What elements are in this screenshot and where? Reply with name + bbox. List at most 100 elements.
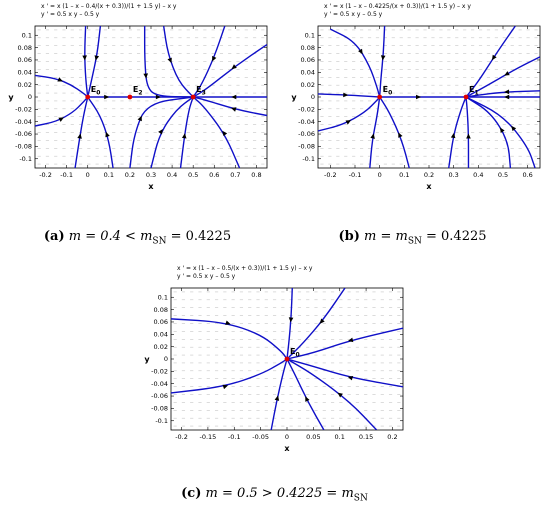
caption-a-label: (a) (43, 229, 65, 244)
flow-arrowhead (167, 57, 172, 64)
y-tick-label: 0.08 (301, 44, 315, 52)
equilibrium-label: E2 (133, 85, 143, 97)
trajectories (171, 288, 403, 430)
flow-arrowhead (158, 128, 163, 135)
y-tick-label: -0.04 (298, 118, 315, 126)
trajectory-line (318, 93, 380, 98)
caption-b: (b) m = mSN = 0.4225 (275, 229, 550, 247)
caption-b-sub: SN (407, 236, 422, 247)
y-tick-label: 0.08 (18, 44, 32, 52)
flow-arrowhead (181, 133, 187, 139)
x-tick-label: -0.05 (252, 433, 269, 441)
flow-arrowhead (415, 94, 422, 100)
y-tick-label: 0.02 (301, 81, 315, 89)
trajectory-line (270, 358, 288, 430)
caption-c-text: m = 0.5 > 0.4225 = m (205, 486, 354, 501)
flow-arrowhead (274, 395, 280, 401)
y-tick-label: -0.04 (15, 118, 32, 126)
y-axis-label: y (144, 355, 150, 364)
flow-arrowhead (305, 396, 310, 402)
flow-arrowhead (288, 317, 294, 323)
y-tick-label: 0 (311, 93, 315, 101)
x-tick-label: 0.1 (335, 433, 345, 441)
equilibrium-point (127, 94, 133, 100)
flow-arrowhead (212, 55, 217, 62)
x-tick-label: 0.4 (167, 171, 177, 179)
y-tick-label: 0.08 (154, 306, 168, 314)
flow-arrowhead (380, 55, 386, 61)
y-tick-label: 0.02 (18, 81, 32, 89)
y-tick-label: -0.06 (151, 392, 168, 400)
y-tick-label: 0.04 (18, 69, 32, 77)
trajectory-line (171, 318, 288, 360)
x-tick-label: 0 (86, 171, 90, 179)
trajectory-line (465, 96, 470, 168)
trajectory-line (192, 26, 226, 98)
trajectory-line (286, 358, 325, 430)
y-tick-label: 0 (28, 93, 32, 101)
flow-arrowhead (345, 120, 352, 125)
trajectory-line (74, 96, 89, 168)
trajectory-line (171, 358, 288, 394)
flow-arrowhead (500, 127, 505, 133)
x-tick-label: 0.15 (359, 433, 373, 441)
flow-arrowhead (231, 94, 237, 100)
trajectory-line (465, 26, 516, 98)
x-tick-label: -0.2 (39, 171, 52, 179)
equilibrium-point (284, 356, 290, 362)
y-tick-label: 0.06 (301, 56, 315, 64)
flow-arrowhead (222, 384, 229, 390)
x-tick-label: 0.5 (188, 171, 198, 179)
y-tick-label: 0.06 (154, 318, 168, 326)
chart-c: x ' = x (1 – x – 0.5/(x + 0.3))/(1 + 1.5… (144, 265, 404, 453)
x-tick-label: -0.1 (60, 171, 73, 179)
flow-arrowhead (77, 133, 82, 139)
caption-b-text: m = m (364, 229, 408, 244)
y-tick-label: 0.04 (301, 69, 315, 77)
trajectory-line (465, 96, 536, 168)
flow-arrowhead (105, 131, 110, 138)
flow-arrowhead (450, 132, 456, 139)
equilibrium-label: E3 (196, 85, 206, 97)
flow-arrowhead (82, 55, 87, 61)
x-tick-label: -0.1 (349, 171, 362, 179)
trajectory-line (150, 96, 194, 168)
trajectory-line (286, 358, 378, 430)
direction-field (173, 291, 401, 427)
flow-arrowhead (504, 71, 510, 76)
trajectory-line (162, 26, 194, 98)
flow-arrowhead (231, 64, 237, 70)
trajectory-line (87, 26, 102, 98)
x-tick-label: 0.3 (448, 171, 458, 179)
trajectory-line (87, 96, 114, 168)
flow-arrowhead (94, 55, 100, 61)
flow-arrowhead (347, 375, 354, 381)
y-tick-label: -0.08 (15, 143, 32, 151)
equilibrium-point (463, 94, 469, 100)
flow-arrowhead (57, 77, 63, 82)
flow-arrowhead (358, 48, 363, 55)
direction-field (320, 29, 538, 165)
trajectory-line (448, 96, 467, 168)
y-tick-label: -0.02 (151, 368, 168, 376)
flow-arrowhead (398, 132, 403, 138)
y-tick-label: 0 (164, 355, 168, 363)
x-axis-label: x (284, 444, 290, 453)
caption-a-sub: SN (152, 236, 167, 247)
trajectory-line (465, 56, 540, 98)
flow-arrowhead (370, 133, 375, 139)
y-tick-label: 0.04 (154, 331, 168, 339)
flow-arrowhead (58, 117, 64, 122)
x-tick-label: 0.2 (125, 171, 135, 179)
y-tick-label: -0.06 (15, 130, 32, 138)
trajectory-line (143, 26, 194, 98)
caption-b-text-after: = 0.4225 (421, 229, 487, 244)
trajectory-line (286, 327, 403, 360)
trajectory-line (330, 28, 381, 98)
equilibrium-label: E0 (91, 85, 101, 97)
trajectory-line (84, 26, 89, 98)
x-axis-label: x (426, 182, 432, 191)
flow-arrowhead (225, 320, 231, 325)
trajectory-line (193, 96, 267, 117)
equilibrium-point (190, 94, 196, 100)
